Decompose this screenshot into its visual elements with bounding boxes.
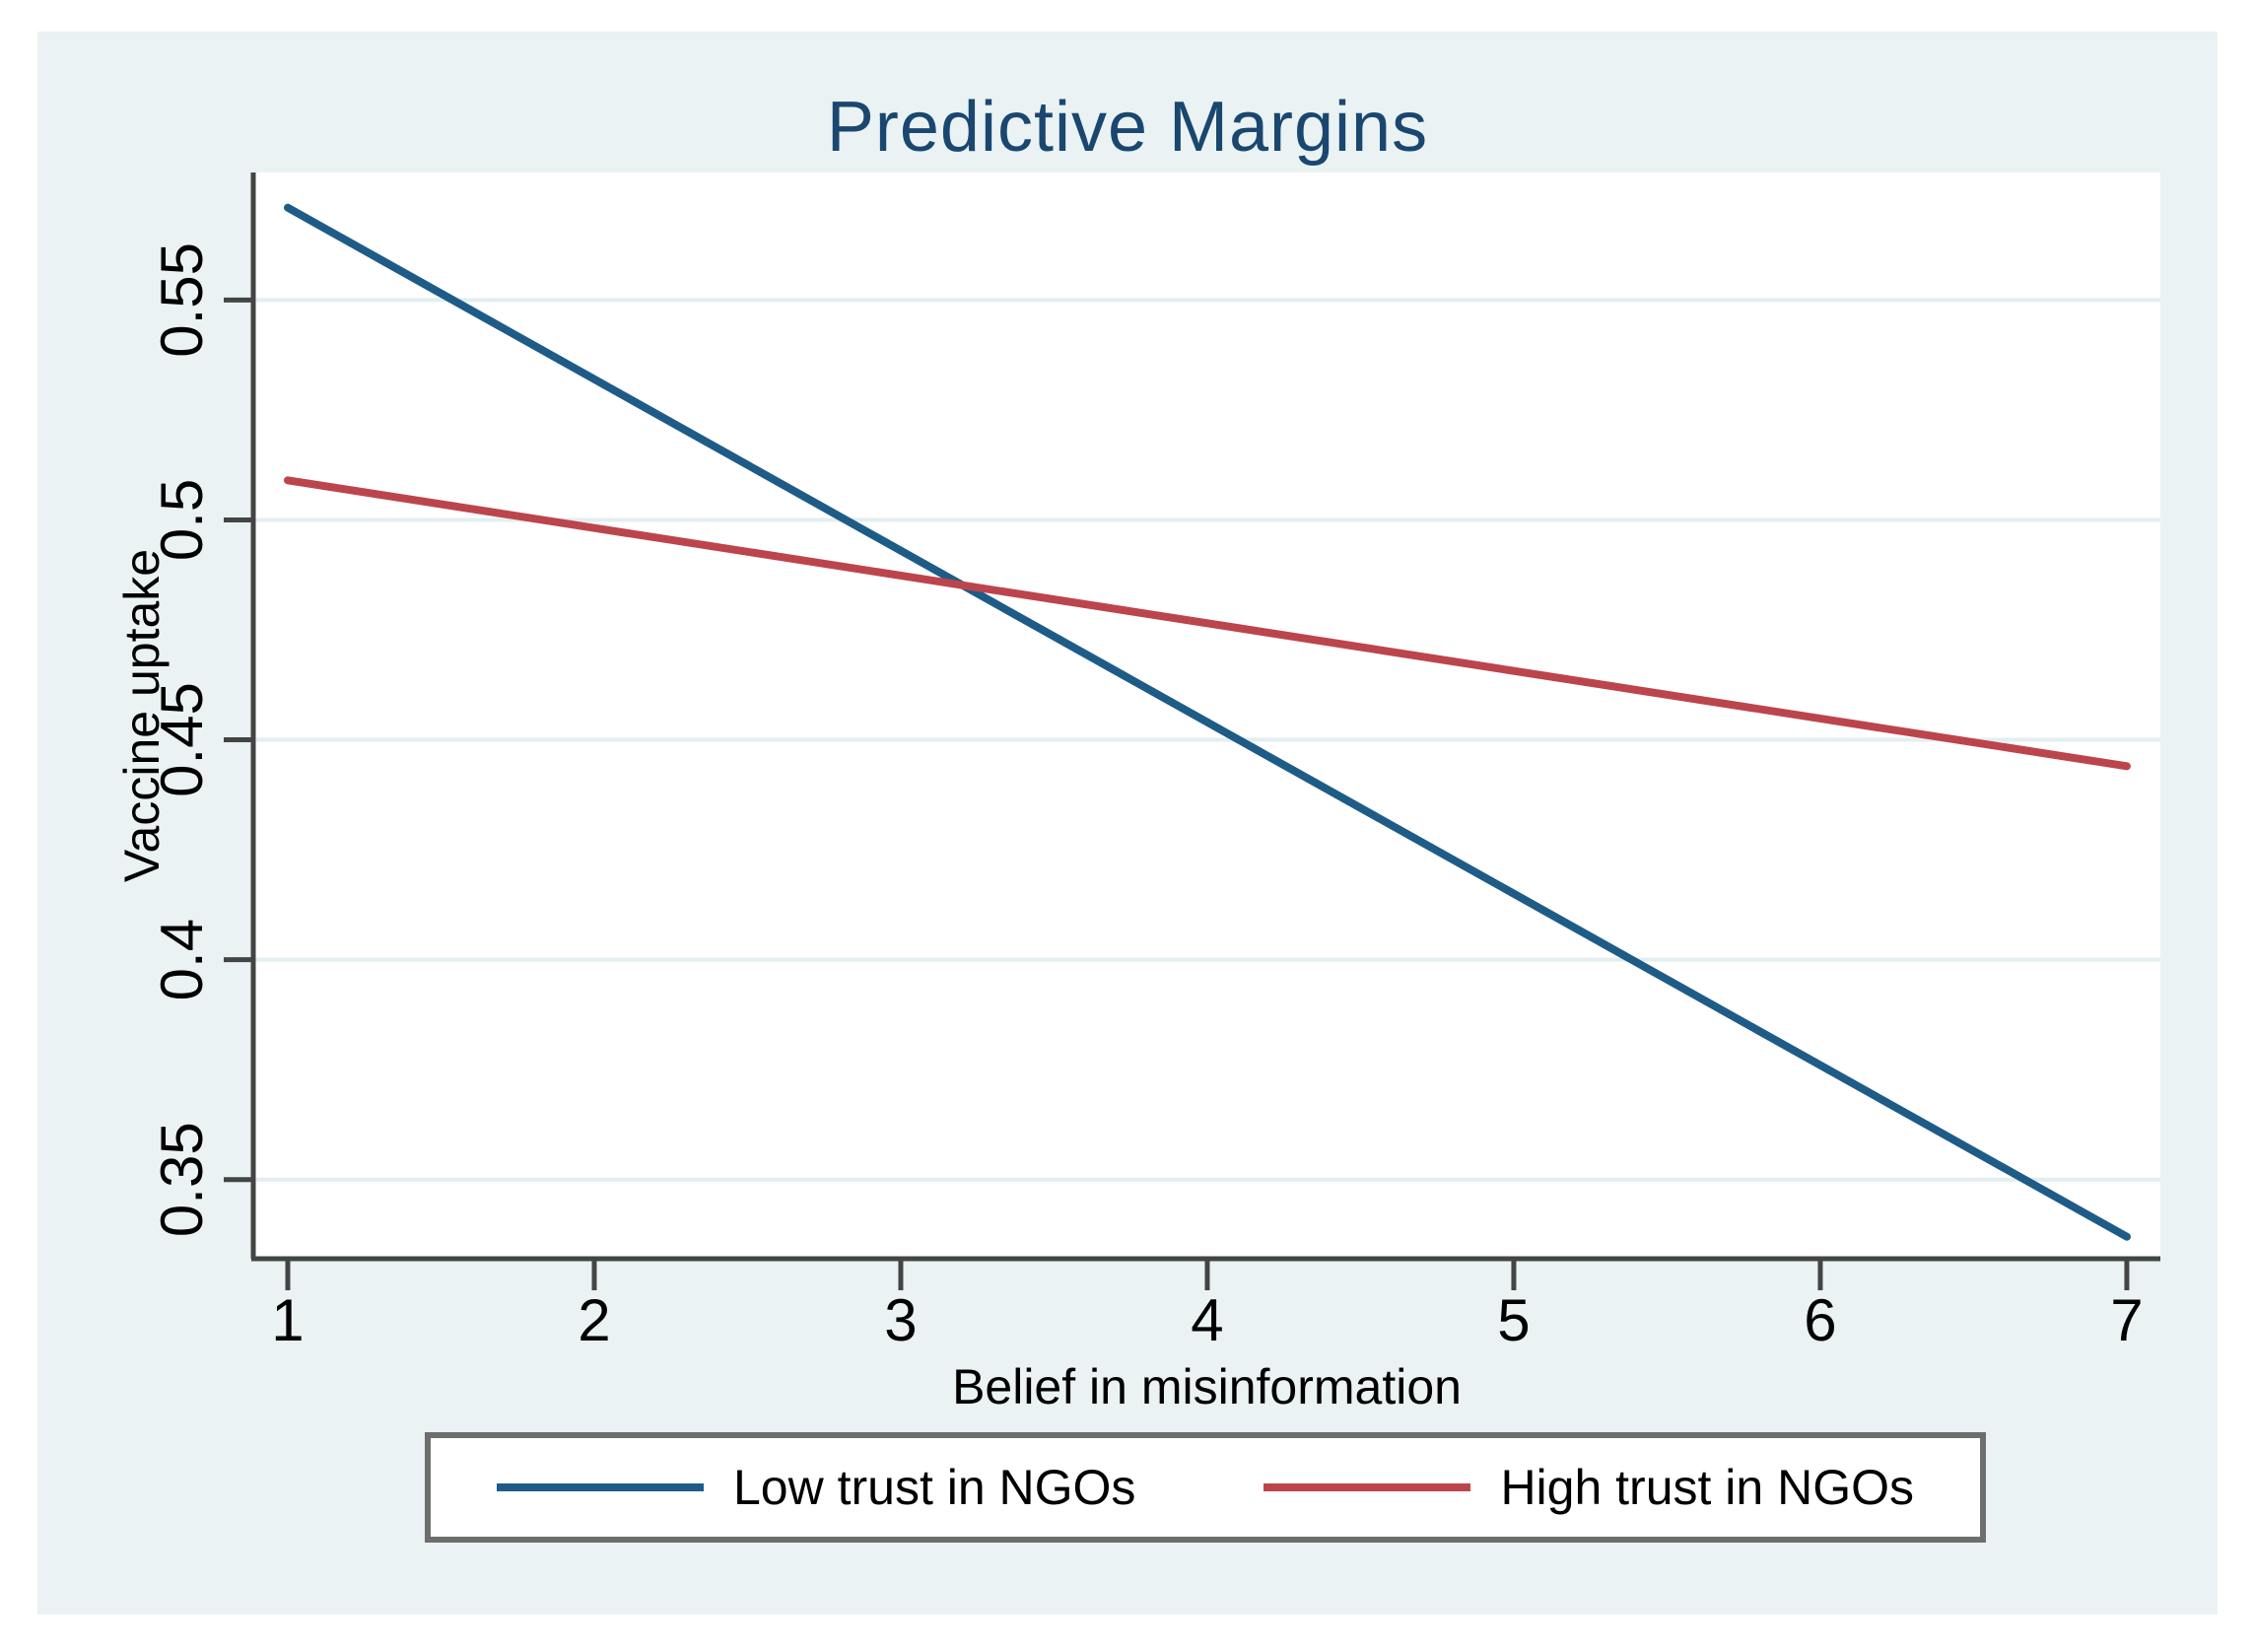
x-tick-label: 2 [578,1287,610,1353]
x-tick-label: 4 [1191,1287,1223,1353]
y-tick-label: 0.45 [149,682,215,797]
series-line-low-trust-in-ngos [283,203,2131,1241]
x-tick-label: 5 [1497,1287,1530,1353]
x-tick-label: 1 [271,1287,304,1353]
y-tick-label: 0.35 [149,1122,215,1237]
legend-entry-high-trust: High trust in NGOs [1264,1459,1914,1516]
y-tick-label: 0.55 [149,242,215,358]
x-tick-label: 7 [2110,1287,2143,1353]
y-tick-label: 0.5 [149,479,215,561]
x-tick-label: 3 [884,1287,917,1353]
chart-title: Predictive Margins [826,88,1429,167]
y-axis-title: Vaccine uptake [114,548,170,883]
high-trust-line-swatch [1264,1483,1471,1491]
x-axis-title: Belief in misinformation [952,1359,1462,1414]
y-tick-label: 0.4 [149,919,215,1000]
legend-label-high-trust: High trust in NGOs [1500,1460,1914,1515]
low-trust-line-swatch [496,1483,704,1491]
legend-label-low-trust: Low trust in NGOs [732,1460,1136,1515]
legend-entry-low-trust: Low trust in NGOs [496,1459,1136,1516]
series-line-high-trust-in-ngos [283,476,2131,771]
legend: Low trust in NGOs High trust in NGOs [425,1432,1986,1543]
x-tick-label: 6 [1804,1287,1836,1353]
